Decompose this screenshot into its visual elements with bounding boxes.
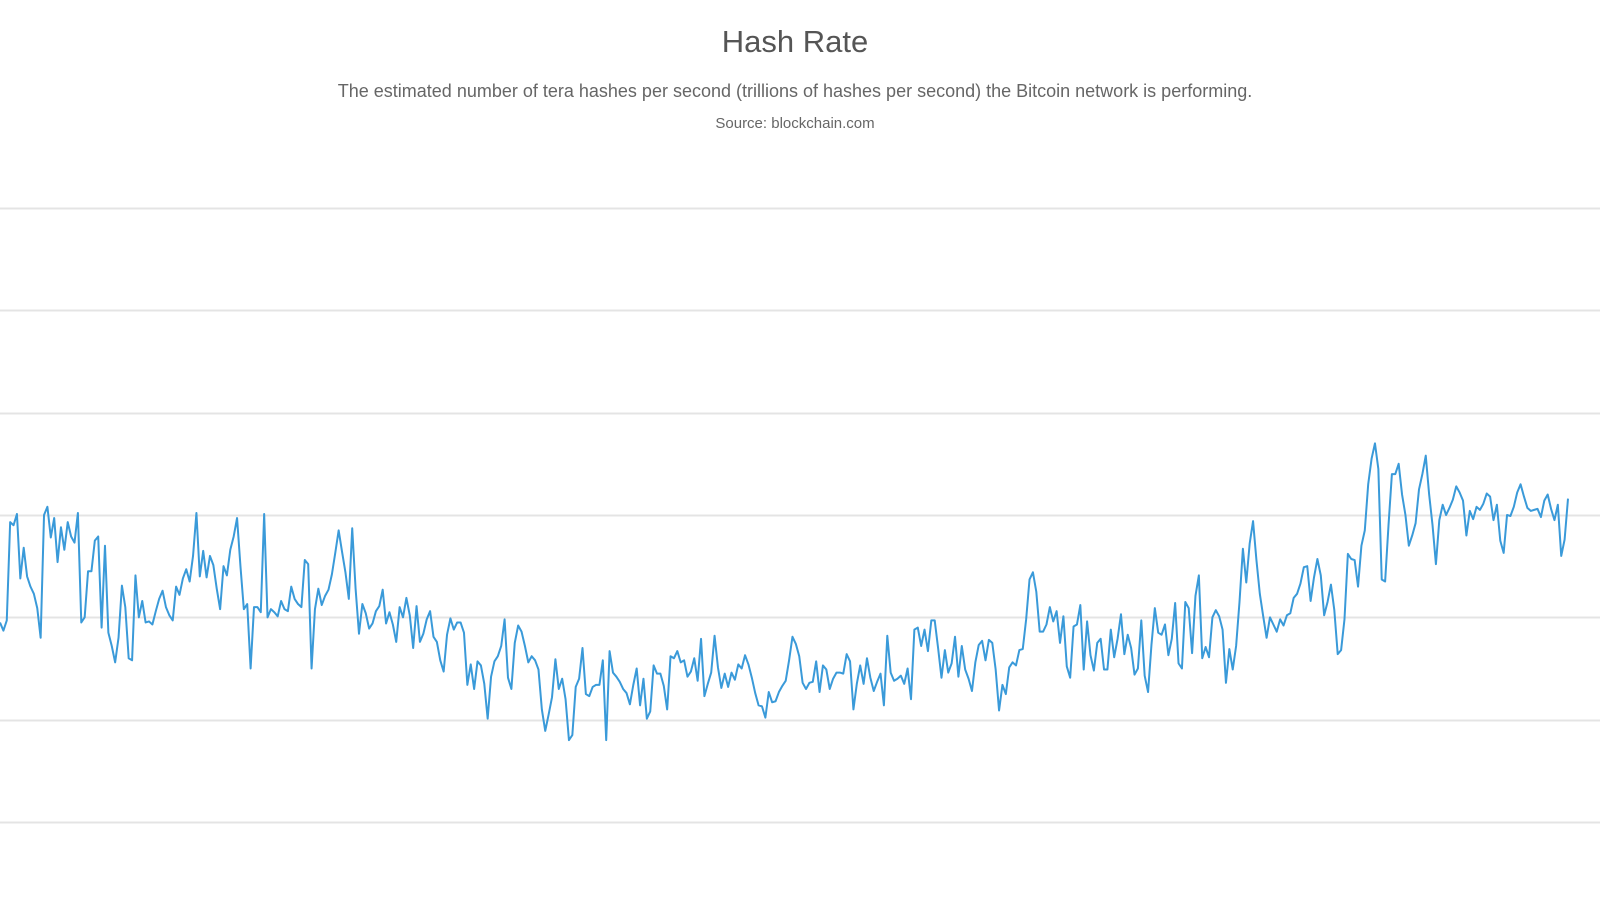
gridlines [0, 207, 1600, 824]
series-layer [0, 442, 1569, 742]
series-line [0, 442, 1569, 742]
chart-title: Hash Rate [721, 24, 869, 59]
chart-subtitle: The estimated number of tera hashes per … [337, 81, 1253, 101]
chart-source: Source: blockchain.com [715, 115, 875, 132]
